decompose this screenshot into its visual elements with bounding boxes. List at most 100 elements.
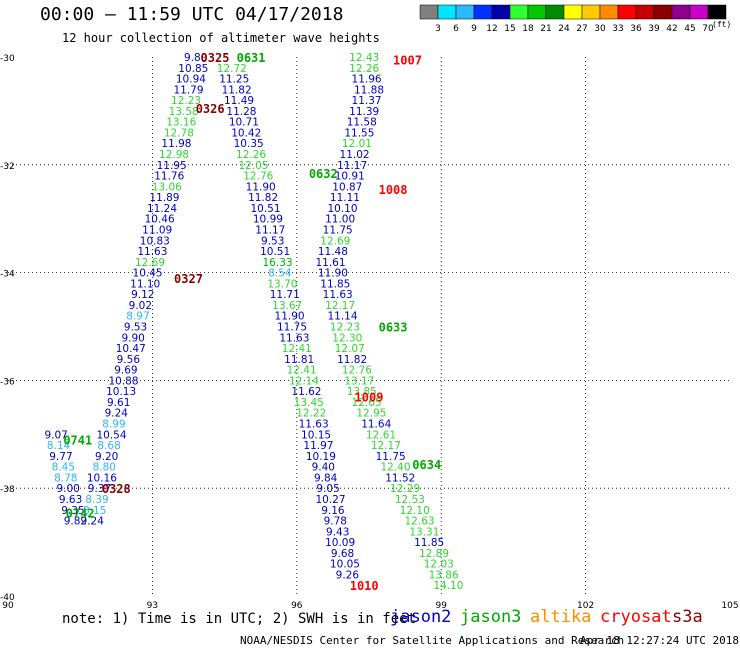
- swh-value-label: 9.53: [124, 322, 147, 334]
- swh-value-label: 9.68: [331, 548, 354, 560]
- colorbar-swatch: [527, 4, 547, 20]
- swh-value-label: 11.90: [318, 268, 348, 280]
- swh-value-label: 13.58: [169, 106, 199, 118]
- swh-value-label: 10.19: [306, 451, 336, 463]
- colorbar-unit: (ft): [712, 20, 732, 29]
- colorbar-tick-label: 70: [702, 24, 714, 34]
- swh-value-label: 12.43: [349, 52, 379, 64]
- y-tick-label: -36: [0, 377, 15, 387]
- swh-value-label: 11.37: [352, 95, 382, 107]
- swh-value-label: 12.98: [159, 149, 189, 161]
- colorbar-tick-label: 27: [576, 24, 587, 34]
- colorbar-swatch: [437, 4, 457, 20]
- swh-value-label: 11.49: [224, 95, 254, 107]
- swh-value-label: 10.71: [229, 117, 259, 129]
- y-tick-label: -40: [0, 593, 15, 603]
- swh-value-label: 11.76: [154, 171, 184, 183]
- swh-value-label: 12.69: [320, 235, 350, 247]
- pass-time-label: 0632: [309, 167, 338, 181]
- swh-value-label: 9.24: [81, 516, 105, 528]
- pass-time-label: 0325: [201, 51, 230, 65]
- swh-value-label: 12.26: [236, 149, 266, 161]
- swh-value-label: 11.82: [222, 84, 252, 96]
- swh-value-label: 11.79: [173, 84, 203, 96]
- colorbar-swatch: [653, 4, 673, 20]
- swh-value-label: 10.16: [87, 472, 117, 484]
- swh-value-label: 11.62: [291, 386, 321, 398]
- colorbar-tick-label: 45: [684, 24, 695, 34]
- swh-value-label: 12.61: [366, 429, 396, 441]
- swh-value-label: 9.35: [61, 505, 84, 517]
- swh-value-label: 9.53: [261, 235, 284, 247]
- swh-value-label: 10.27: [315, 494, 345, 506]
- swh-value-label: 10.99: [253, 214, 283, 226]
- swh-value-label: 12.17: [325, 300, 355, 312]
- swh-value-label: 9.16: [321, 505, 345, 517]
- swh-value-label: 12.05: [238, 160, 268, 172]
- colorbar-swatch: [599, 4, 619, 20]
- swh-value-label: 9.61: [107, 397, 130, 409]
- swh-value-label: 12.03: [424, 559, 454, 571]
- swh-value-label: 14.10: [433, 580, 463, 592]
- swh-value-label: 8.80: [93, 462, 116, 474]
- swh-value-label: 13.67: [272, 300, 302, 312]
- swh-value-label: 12.69: [135, 257, 165, 269]
- swh-value-label: 9.07: [44, 429, 67, 441]
- swh-value-label: 11.64: [361, 419, 391, 431]
- swh-value-label: 10.87: [332, 181, 362, 193]
- colorbar-tick-label: 9: [471, 24, 477, 34]
- swh-value-label: 8.78: [54, 472, 77, 484]
- swh-value-label: 12.95: [356, 408, 386, 420]
- swh-value-label: 13.31: [409, 526, 439, 538]
- colorbar-swatch: [545, 4, 565, 20]
- swh-value-label: 12.23: [171, 95, 201, 107]
- swh-value-label: 12.10: [400, 505, 430, 517]
- swh-value-label: 10.42: [231, 127, 261, 139]
- swh-value-label: 9.82: [64, 516, 87, 528]
- swh-value-label: 10.05: [330, 559, 360, 571]
- swh-value-label: 13.17: [344, 375, 374, 387]
- swh-value-label: 9.43: [326, 526, 349, 538]
- legend-jason3: jason3: [460, 607, 522, 627]
- colorbar-swatch: [419, 4, 439, 20]
- y-tick-label: -30: [0, 54, 15, 64]
- swh-value-label: 11.85: [320, 278, 350, 290]
- colorbar-swatch: [617, 4, 637, 20]
- swh-value-label: 9.37: [88, 483, 111, 495]
- swh-value-label: 10.46: [145, 214, 175, 226]
- swh-value-label: 10.91: [335, 171, 365, 183]
- swh-value-label: 11.63: [279, 332, 309, 344]
- swh-value-label: 10.54: [96, 429, 126, 441]
- pass-time-label: 0633: [379, 321, 408, 335]
- swh-value-label: 11.98: [161, 138, 191, 150]
- swh-value-label: 12.89: [419, 548, 449, 560]
- swh-value-label: 11.02: [340, 149, 370, 161]
- swh-value-label: 11.14: [327, 311, 357, 323]
- pass-time-label: 1009: [355, 391, 384, 405]
- colorbar-tick-label: 18: [522, 24, 534, 34]
- swh-value-label: 11.82: [337, 354, 367, 366]
- swh-value-label: 16.33: [263, 257, 293, 269]
- colorbar-tick-label: 15: [504, 24, 515, 34]
- swh-value-label: 11.11: [330, 192, 360, 204]
- legend-altika: altika: [530, 607, 592, 627]
- swh-value-label: 11.75: [323, 224, 353, 236]
- colorbar-swatch: [707, 4, 727, 20]
- colorbar-swatch: [581, 4, 601, 20]
- pass-time-label: 0742: [66, 506, 95, 520]
- swh-value-label: 11.89: [149, 192, 179, 204]
- swh-value-label: 11.39: [349, 106, 379, 118]
- swh-value-label: 12.63: [405, 516, 435, 528]
- swh-value-label: 12.65: [352, 397, 382, 409]
- swh-value-label: 10.85: [178, 63, 208, 75]
- swh-value-label: 12.22: [296, 408, 326, 420]
- footer-note: note: 1) Time is in UTC; 2) SWH is in fe…: [62, 611, 417, 627]
- swh-value-label: 11.90: [275, 311, 305, 323]
- swh-value-label: 9.05: [316, 483, 339, 495]
- swh-value-label: 12.41: [287, 365, 317, 377]
- swh-value-label: 10.09: [325, 537, 355, 549]
- pass-time-label: 0631: [237, 51, 266, 65]
- swh-value-label: 9.56: [117, 354, 141, 366]
- x-tick-label: 105: [721, 601, 738, 611]
